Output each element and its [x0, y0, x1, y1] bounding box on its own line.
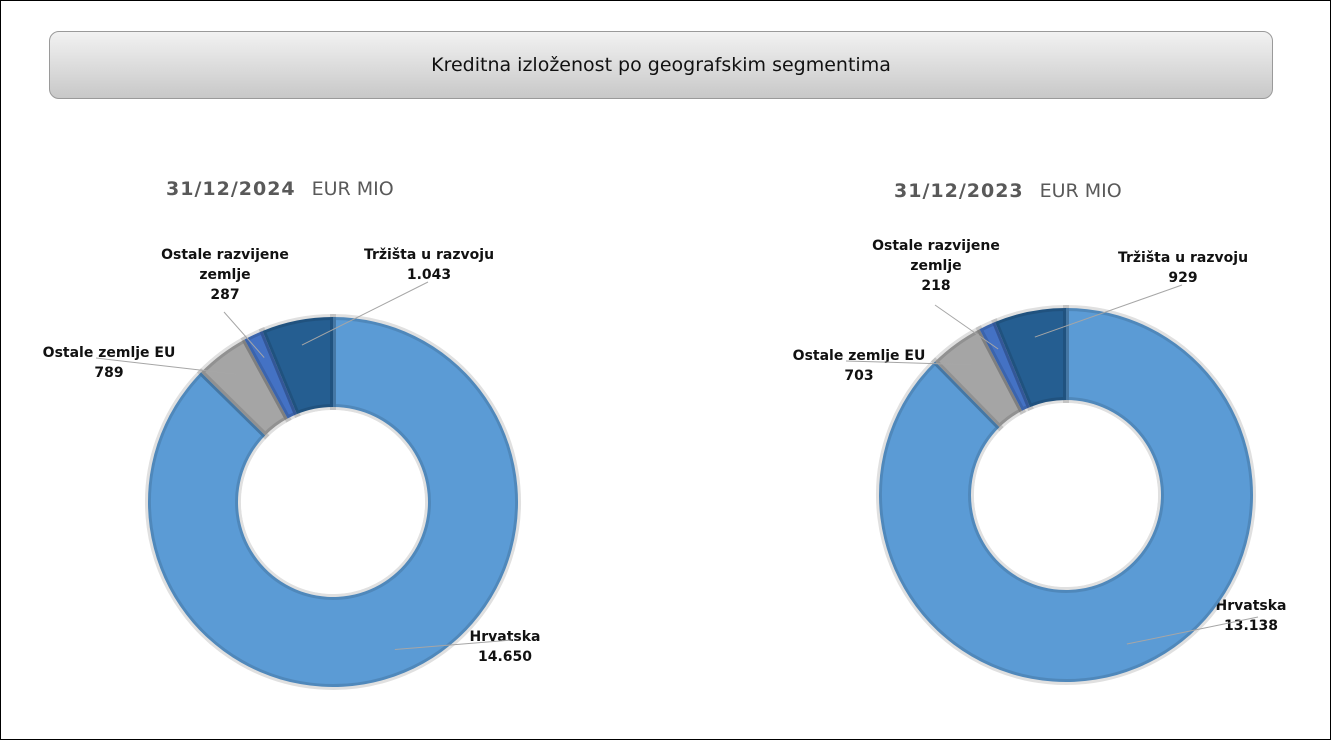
data-label: Ostale razvijene zemlje 218	[861, 236, 1011, 296]
data-label: Ostale zemlje EU 789	[43, 343, 176, 383]
category-label: Hrvatska	[469, 629, 541, 645]
unit: EUR MIO	[1039, 180, 1122, 202]
category-label: Tržišta u razvoju	[363, 247, 495, 263]
donut-slice	[196, 335, 292, 440]
leader-line	[1034, 284, 1183, 338]
leader-line	[934, 304, 999, 350]
data-label: Tržišta u razvoju 1.043	[364, 245, 494, 285]
category-label: Tržišta u razvoju	[1117, 250, 1249, 266]
leader-line	[845, 360, 972, 366]
value-label: 1.043	[406, 267, 452, 283]
value-label: 287	[210, 287, 240, 303]
leader-line	[223, 311, 265, 358]
leader-line	[394, 639, 513, 651]
leader-line	[1126, 616, 1259, 645]
header: Kreditna izloženost po geografskim segme…	[49, 31, 1273, 99]
value-label: 789	[94, 365, 124, 381]
category-label: Ostale razvijene zemlje	[161, 247, 289, 283]
data-label: Hrvatska 13.138	[1216, 596, 1287, 636]
category-label: Ostale razvijene zemlje	[872, 238, 1000, 274]
donut-slice	[930, 325, 1027, 432]
data-label: Ostale zemlje EU 703	[793, 346, 926, 386]
date: 31/12/2024	[166, 178, 296, 200]
donut-slice	[258, 313, 336, 419]
leader-line	[95, 357, 237, 375]
date: 31/12/2023	[894, 180, 1024, 202]
donut-slice	[975, 318, 1034, 415]
donut-hole	[241, 410, 425, 594]
value-label: 218	[921, 278, 951, 294]
value-label: 14.650	[477, 649, 533, 665]
donut-hole	[974, 403, 1158, 587]
chart-title: 31/12/2023 EUR MIO	[894, 180, 1122, 202]
donut-slice	[876, 304, 1256, 685]
value-label: 703	[844, 368, 874, 384]
data-label: Tržišta u razvoju 929	[1118, 248, 1248, 288]
category-label: Ostale zemlje EU	[792, 348, 926, 364]
data-label: Ostale razvijene zemlje 287	[150, 245, 300, 305]
donut-slice	[145, 313, 521, 690]
leader-line	[301, 281, 429, 346]
value-label: 929	[1168, 270, 1198, 286]
data-label: Hrvatska 14.650	[470, 627, 541, 667]
value-label: 13.138	[1223, 618, 1279, 634]
donut-slice	[240, 327, 301, 423]
chart-title: 31/12/2024 EUR MIO	[166, 178, 394, 200]
category-label: Ostale zemlje EU	[42, 345, 176, 361]
unit: EUR MIO	[311, 178, 394, 200]
category-label: Hrvatska	[1215, 598, 1287, 614]
